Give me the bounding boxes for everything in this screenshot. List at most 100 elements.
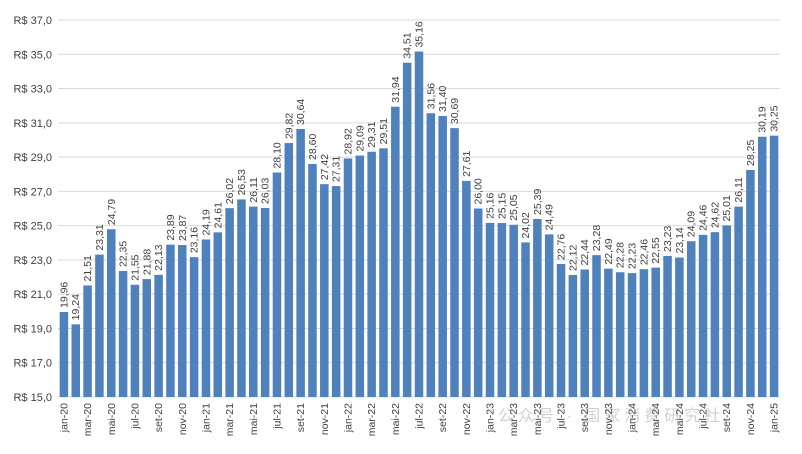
bar-out-22: [450, 128, 459, 398]
bar-dez-23: [615, 272, 625, 397]
bar-jul-23: [556, 264, 566, 397]
x-tick-label: mar-24: [650, 403, 662, 436]
bar-nov-24: [746, 169, 755, 397]
data-label: 24,46: [698, 204, 710, 230]
data-label: 22,23: [627, 243, 639, 269]
x-tick-label: nov-23: [603, 403, 615, 435]
data-label: 26,53: [236, 169, 248, 195]
data-label: 22,76: [556, 234, 568, 260]
bar-ago-23: [568, 274, 578, 397]
data-label: 22,46: [638, 239, 650, 265]
y-tick-label: R$ 19,0: [13, 323, 52, 335]
x-tick-label: jan-22: [342, 403, 354, 433]
data-label: 25,05: [508, 194, 520, 220]
x-tick-label: mai-23: [532, 403, 544, 435]
x-tick-label: set-24: [721, 403, 733, 432]
bar-fev-24: [639, 269, 649, 397]
data-label: 24,02: [520, 212, 532, 238]
bar-mai-20: [107, 229, 116, 397]
bar-set-20: [154, 274, 163, 397]
y-tick-label: R$ 25,0: [13, 221, 52, 233]
x-tick-label: mar-20: [82, 403, 94, 436]
bar-abr-22: [379, 148, 388, 397]
x-tick-label: jan-21: [200, 403, 212, 433]
bar-ago-21: [284, 143, 294, 397]
bar-mai-21: [249, 206, 258, 397]
data-label: 27,61: [461, 150, 473, 176]
data-label: 31,40: [437, 86, 449, 112]
x-tick-label: jan-25: [769, 403, 781, 433]
bar-mar-24: [651, 267, 660, 397]
bar-jun-22: [402, 62, 412, 397]
data-label: 21,88: [141, 249, 153, 275]
x-axis-ticks: jan-20 mar-20 mai-20 jul-20 set-20 nov-20 jan-…: [58, 403, 780, 436]
x-tick-label: mar-22: [366, 403, 378, 436]
x-tick-label: set-20: [153, 403, 165, 432]
bar-mar-22: [367, 151, 376, 397]
data-label: 24,49: [544, 204, 556, 230]
bar-fev-23: [497, 223, 507, 397]
data-label: 23,87: [177, 215, 189, 241]
x-tick-label: jan-23: [485, 403, 497, 433]
y-tick-label: R$ 27,0: [13, 186, 52, 198]
bar-set-21: [296, 128, 305, 397]
bar-dez-20: [189, 257, 199, 397]
y-tick-label: R$ 15,0: [13, 392, 52, 404]
bar-set-24: [722, 225, 731, 397]
x-tick-label: mai-20: [106, 403, 118, 435]
x-tick-label: set-23: [579, 403, 591, 432]
bar-mai-23: [533, 218, 542, 397]
y-axis-ticks: R$ 15,0 R$ 17,0 R$ 19,0 R$ 21,0 R$ 23,0 R$ 25…: [13, 15, 52, 404]
data-label: 30,25: [769, 105, 781, 131]
y-tick-label: R$ 37,0: [13, 15, 52, 27]
y-tick-label: R$ 29,0: [13, 152, 52, 164]
bar-ago-24: [710, 232, 720, 397]
data-label: 29,31: [366, 121, 378, 147]
bar-mar-23: [509, 224, 518, 397]
x-tick-label: mar-21: [224, 403, 236, 436]
x-tick-label: mai-21: [248, 403, 260, 435]
bar-dez-21: [331, 186, 341, 397]
data-label: 26,03: [260, 178, 272, 204]
bar-ago-20: [142, 279, 152, 397]
bar-nov-23: [604, 268, 613, 397]
bar-mai-24: [675, 257, 684, 397]
data-label: 26,02: [224, 178, 236, 204]
data-label: 22,13: [153, 244, 165, 270]
data-label: 24,09: [686, 211, 698, 237]
data-label: 24,19: [200, 209, 212, 235]
x-tick-label: nov-20: [177, 403, 189, 435]
data-label: 23,16: [189, 227, 201, 253]
bar-jul-22: [414, 51, 424, 397]
data-label: 23,31: [94, 224, 106, 250]
bar-jan-22: [343, 158, 353, 397]
x-tick-label: mai-24: [674, 403, 686, 435]
data-label: 26,11: [248, 177, 260, 203]
data-label: 19,24: [70, 294, 82, 320]
y-tick-label: R$ 35,0: [13, 49, 52, 61]
data-label: 21,51: [82, 255, 94, 281]
data-label: 35,16: [414, 21, 426, 47]
data-label: 28,25: [745, 140, 757, 166]
x-tick-label: jul-20: [129, 403, 141, 430]
bar-ago-22: [426, 113, 436, 398]
bar-jan-23: [485, 222, 495, 397]
data-label: 30,64: [295, 99, 307, 125]
x-tick-label: mai-22: [390, 403, 402, 435]
y-tick-label: R$ 31,0: [13, 118, 52, 130]
data-label: 25,16: [485, 192, 497, 218]
x-tick-label: jan-24: [627, 403, 639, 433]
data-label: 22,55: [650, 237, 662, 263]
data-label: 24,79: [106, 199, 118, 225]
data-label: 22,44: [579, 239, 591, 265]
x-tick-label: jul-22: [414, 403, 426, 430]
x-tick-label: nov-21: [319, 403, 331, 435]
bar-jul-21: [272, 172, 282, 397]
data-label: 25,39: [532, 189, 544, 215]
bar-abr-24: [663, 255, 672, 397]
y-tick-label: R$ 33,0: [13, 84, 52, 96]
bar-out-20: [166, 244, 175, 397]
data-label: 26,11: [733, 177, 745, 203]
